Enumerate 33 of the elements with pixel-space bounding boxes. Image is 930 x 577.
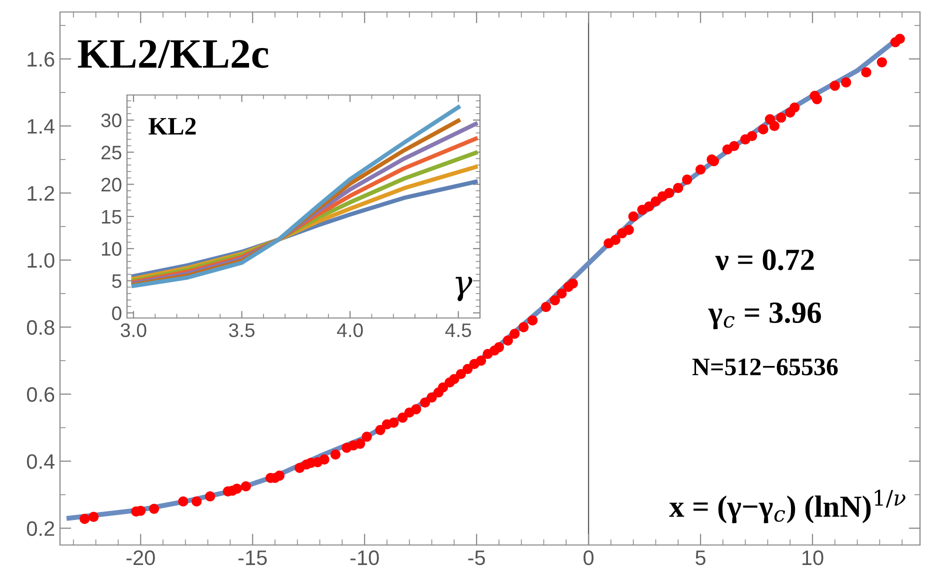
y-tick-label: 5 (112, 274, 122, 288)
y-tick-label: 20 (101, 178, 122, 192)
annotation: γ$_{c}$ = 3.96 (708, 302, 821, 330)
x-axis-title: γ (456, 276, 472, 302)
y-tick-label: 0.4 (26, 454, 55, 469)
x-tick-label: 0 (584, 550, 594, 566)
x-tick-label: -5 (468, 550, 485, 566)
x-tick-label: 10 (802, 550, 824, 566)
y-tick-label: 15 (102, 210, 122, 224)
text: KL2/KL2c (78, 40, 268, 68)
y-tick-label: 1.4 (28, 119, 55, 134)
y-tick-label: 30 (101, 114, 122, 128)
x-tick-label: 3.5 (229, 323, 254, 338)
x-tick-label: 3.0 (120, 323, 146, 338)
y-tick-label: 1.6 (28, 52, 54, 67)
x-tick-label: -15 (238, 550, 267, 566)
y-tick-label: 0 (112, 306, 122, 320)
annotation: ν = 0.72 (715, 250, 814, 270)
annotation: KL2 (148, 118, 196, 134)
x-tick-label: 5 (696, 550, 706, 566)
x-tick-label: 4.5 (445, 324, 472, 338)
y-tick-label: 0.2 (26, 521, 54, 536)
y-tick-label: 1.0 (28, 253, 54, 268)
y-tick-label: 1.2 (28, 186, 54, 201)
annotation: N=512−65536 (692, 358, 838, 376)
annotation: x = (γ−γ$_{c}$) (lnN)$^{1/ν}$ (669, 490, 906, 524)
x-tick-label: -20 (126, 550, 155, 566)
x-tick-label: 4.0 (336, 323, 363, 338)
y-tick-label: 10 (102, 242, 122, 256)
x-tick-label: -10 (350, 550, 379, 566)
y-tick-label: 0.6 (26, 387, 54, 402)
y-tick-label: 0.8 (26, 320, 54, 335)
y-tick-label: 25 (101, 146, 122, 160)
